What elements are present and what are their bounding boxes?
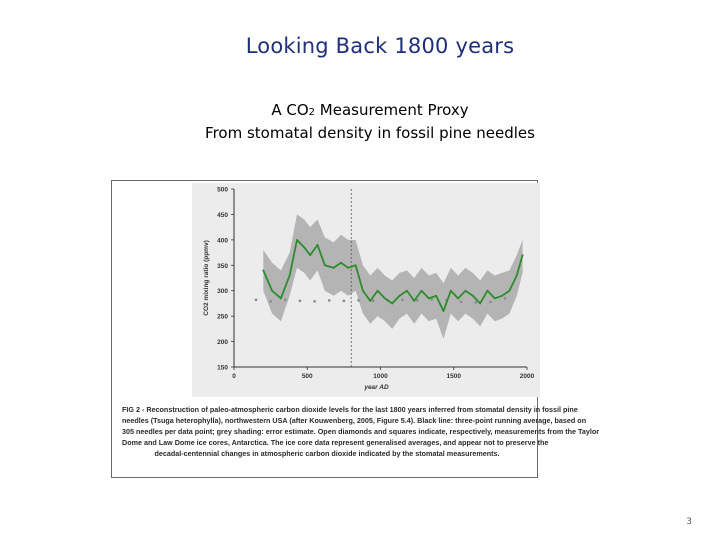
subtitle-subscript: 2 [308, 107, 316, 118]
subtitle-line-1: A CO2 Measurement Proxy [0, 98, 720, 125]
co2-data-point [271, 289, 273, 292]
ice-core-point [474, 301, 477, 304]
co2-data-point [486, 289, 489, 292]
co2-data-point [288, 274, 291, 277]
ice-core-point [415, 299, 419, 302]
y-tick-label: 500 [217, 187, 228, 194]
figure-frame: 150 200 250 300 350 400 450 500 0 500 1000 1500 2000… [111, 180, 600, 478]
x-tick-label: 2000 [520, 373, 535, 380]
co2-data-point [383, 297, 386, 300]
x-tick-label: 500 [302, 373, 313, 380]
x-tick-label: 1500 [447, 373, 462, 380]
y-tick-label: 300 [217, 288, 228, 295]
caption-line: FIG 2 - Reconstruction of paleo-atmosphe… [122, 405, 578, 414]
co2-data-point [279, 297, 282, 300]
co2-data-point [427, 297, 430, 300]
ice-core-point [328, 299, 331, 302]
ice-core-point [459, 300, 463, 304]
co2-data-point [398, 294, 401, 297]
subtitle-suffix: Measurement Proxy [315, 101, 469, 119]
co2-data-point [471, 294, 474, 297]
ice-core-point [489, 300, 492, 304]
co2-data-point [340, 261, 342, 264]
figure-caption: FIG 2 - Reconstruction of paleo-atmosphe… [122, 404, 600, 459]
ice-core-point [254, 298, 258, 302]
co2-data-point [362, 289, 364, 292]
co2-data-point [515, 274, 518, 277]
co2-data-point [354, 264, 357, 267]
y-tick-label: 350 [217, 263, 228, 270]
page-number: 3 [686, 517, 692, 527]
co2-data-point [303, 246, 306, 249]
y-tick-label: 150 [217, 365, 228, 372]
caption-line: 305 needles per data point; grey shading… [122, 427, 600, 436]
ice-core-point [269, 300, 272, 303]
ice-core-point [430, 298, 433, 301]
co2-data-point [405, 289, 408, 292]
y-axis-label: CO2 mixing ratio (ppmv) [203, 240, 210, 315]
co2-data-point [420, 289, 423, 292]
co2-data-point [521, 254, 524, 257]
co2-data-point [508, 289, 511, 292]
co2-data-point [442, 310, 445, 312]
y-tick-label: 400 [217, 237, 228, 244]
co2-chart: 150 200 250 300 350 400 450 500 0 500 1000 1500 2000… [203, 187, 535, 392]
y-tick-label: 250 [217, 314, 228, 321]
co2-data-point [332, 266, 335, 269]
ice-core-point [401, 298, 404, 302]
co2-data-point [376, 289, 379, 292]
ice-core-point [313, 300, 316, 303]
y-tick-label: 200 [217, 339, 228, 346]
co2-data-point [457, 297, 460, 300]
co2-data-point [449, 289, 452, 292]
ice-core-point [298, 299, 302, 303]
co2-data-point [464, 289, 467, 292]
co2-data-point [369, 299, 372, 302]
ice-core-point [503, 297, 507, 300]
ice-core-point [357, 299, 360, 302]
co2-data-point [262, 269, 265, 272]
co2-data-point [316, 244, 319, 246]
co2-data-point [296, 238, 298, 241]
co2-data-point [323, 264, 326, 267]
subtitle-prefix: A CO [271, 101, 309, 119]
co2-data-point [347, 266, 350, 269]
x-axis-label: year AD [363, 384, 389, 391]
caption-line: Dome and Law Dome ice cores, Antarctica.… [122, 438, 549, 447]
y-tick-label: 450 [217, 212, 228, 219]
co2-data-point [493, 297, 496, 300]
x-tick-label: 1000 [373, 373, 388, 380]
co2-data-point [309, 254, 312, 257]
caption-line: decadal-centennial changes in atmospheri… [154, 449, 500, 458]
subtitle-line-2: From stomatal density in fossil pine nee… [205, 124, 535, 142]
co2-data-point [435, 294, 438, 297]
x-tick-label: 0 [232, 373, 236, 380]
co2-data-point [501, 294, 503, 297]
error-band [263, 214, 523, 340]
co2-data-point [391, 302, 394, 305]
ice-core-point [284, 298, 287, 302]
caption-line: needles (Tsuga heterophylla), northweste… [122, 416, 587, 425]
ice-core-point [371, 299, 375, 303]
slide-title: Looking Back 1800 years [245, 34, 515, 58]
co2-series-line [262, 238, 524, 312]
ice-core-point [342, 299, 346, 303]
co2-data-point [479, 302, 482, 305]
co2-data-point [413, 299, 416, 302]
